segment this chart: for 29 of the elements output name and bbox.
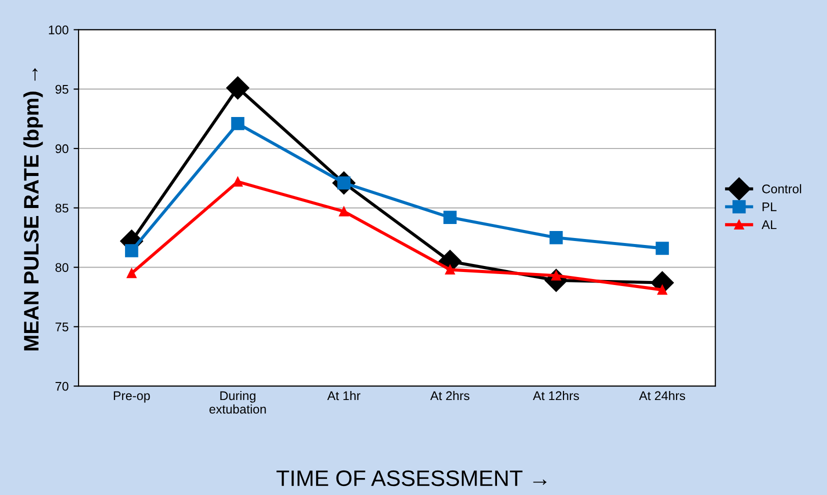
y-tick-label: 75 [56,322,68,332]
x-axis-title: TIME OF ASSESSMENT → [276,470,546,486]
point [125,244,138,258]
y-tick-label: 95 [56,84,68,94]
y-tick-label: 90 [56,144,68,154]
point [550,231,563,244]
point [443,210,457,224]
point [339,206,349,216]
y-tick-label: 100 [48,26,68,34]
point [226,76,250,100]
x-tick-label: At 12hrs [532,390,579,400]
x-tick-label: During extubation [209,390,266,414]
legend-label: PL [762,202,776,212]
point [231,116,244,130]
y-tick-label: 70 [56,382,68,391]
x-tick-label: Pre-op [114,391,150,403]
point [232,176,243,187]
x-tick-label: At 24hrs [639,390,686,400]
x-tick-label: At 1hr [327,390,360,400]
y-tick-label: 85 [55,204,68,213]
y-tick-label: 80 [55,263,68,272]
legend-label: AL [762,220,776,230]
y-axis-title: MEAN PULSE RATE (bpm) → [23,68,43,350]
point [445,264,455,275]
legend-label: Control [762,184,802,194]
point [126,268,136,278]
point [656,242,669,255]
point [657,285,668,295]
x-tick-label: At 2hrs [430,390,470,400]
